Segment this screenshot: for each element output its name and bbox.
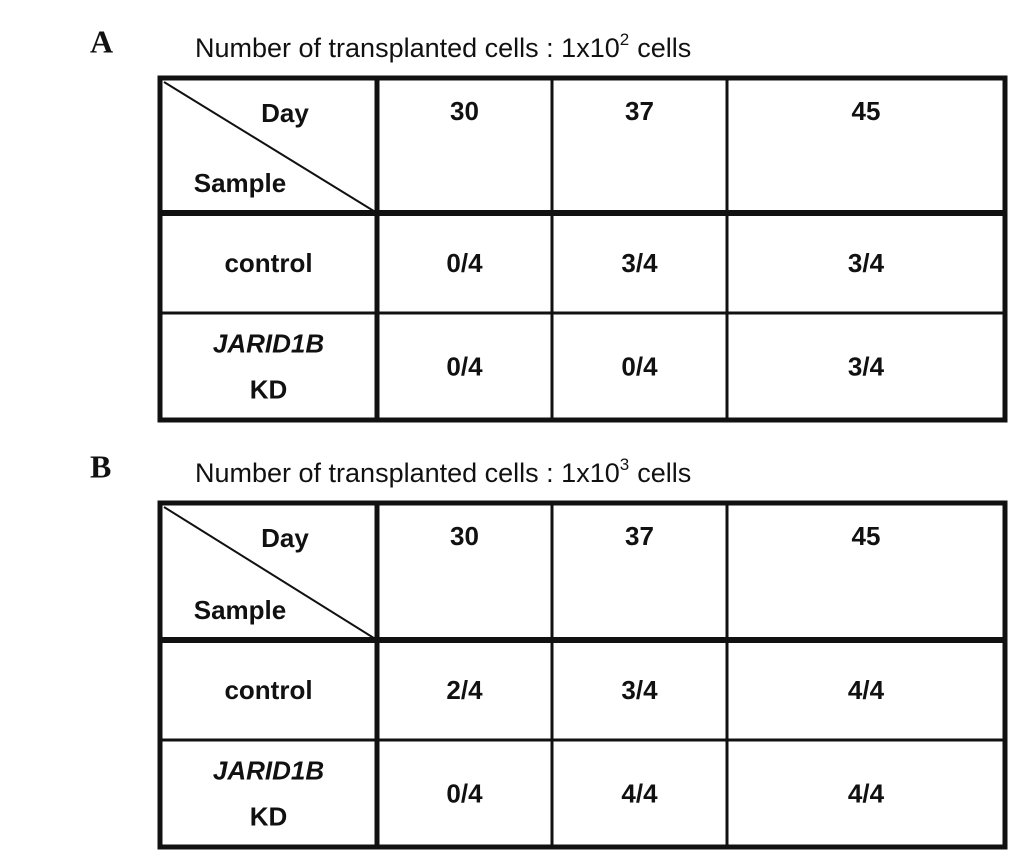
cell-value: 3/4 (621, 248, 658, 278)
panel-title: Number of transplanted cells : 1x102 cell… (195, 30, 691, 63)
cell-value: 0/4 (446, 351, 483, 381)
title-unit: cells (637, 458, 691, 488)
panel-title: Number of transplanted cells : 1x103 cell… (195, 455, 691, 488)
table-border (157, 500, 1008, 850)
row-sample: JARID1B (213, 755, 324, 785)
cell-value: 0/4 (446, 248, 483, 278)
cell-value: 4/4 (621, 778, 658, 808)
corner-bottom: Sample (194, 595, 287, 625)
cell-value: 2/4 (446, 675, 483, 705)
cell-value: 4/4 (848, 675, 885, 705)
column-header: 37 (625, 96, 654, 126)
corner-diagonal (163, 81, 378, 214)
title-exponent: 3 (620, 455, 629, 474)
row-sample: control (224, 248, 312, 278)
corner-top: Day (261, 98, 309, 128)
row-sample: JARID1B (213, 328, 324, 358)
title-text: Number of transplanted cells : 1x10 (195, 458, 620, 488)
title-text: Number of transplanted cells : 1x10 (195, 33, 620, 63)
panel-label: B (90, 448, 111, 484)
cell-value: 3/4 (848, 351, 885, 381)
title-unit: cells (637, 33, 691, 63)
panel-label: A (90, 23, 113, 59)
cell-value: 4/4 (848, 778, 885, 808)
column-header: 45 (852, 521, 881, 551)
title-exponent: 2 (620, 30, 629, 49)
corner-diagonal (163, 506, 378, 641)
row-sample: control (224, 675, 312, 705)
table-border (157, 75, 1008, 423)
row-sample: KD (250, 374, 288, 404)
cell-value: 0/4 (621, 351, 658, 381)
corner-top: Day (261, 523, 309, 553)
cell-value: 3/4 (848, 248, 885, 278)
row-sample: KD (250, 801, 288, 831)
cell-value: 3/4 (621, 675, 658, 705)
cell-value: 0/4 (446, 778, 483, 808)
column-header: 30 (450, 521, 479, 551)
column-header: 45 (852, 96, 881, 126)
column-header: 30 (450, 96, 479, 126)
corner-bottom: Sample (194, 168, 287, 198)
column-header: 37 (625, 521, 654, 551)
